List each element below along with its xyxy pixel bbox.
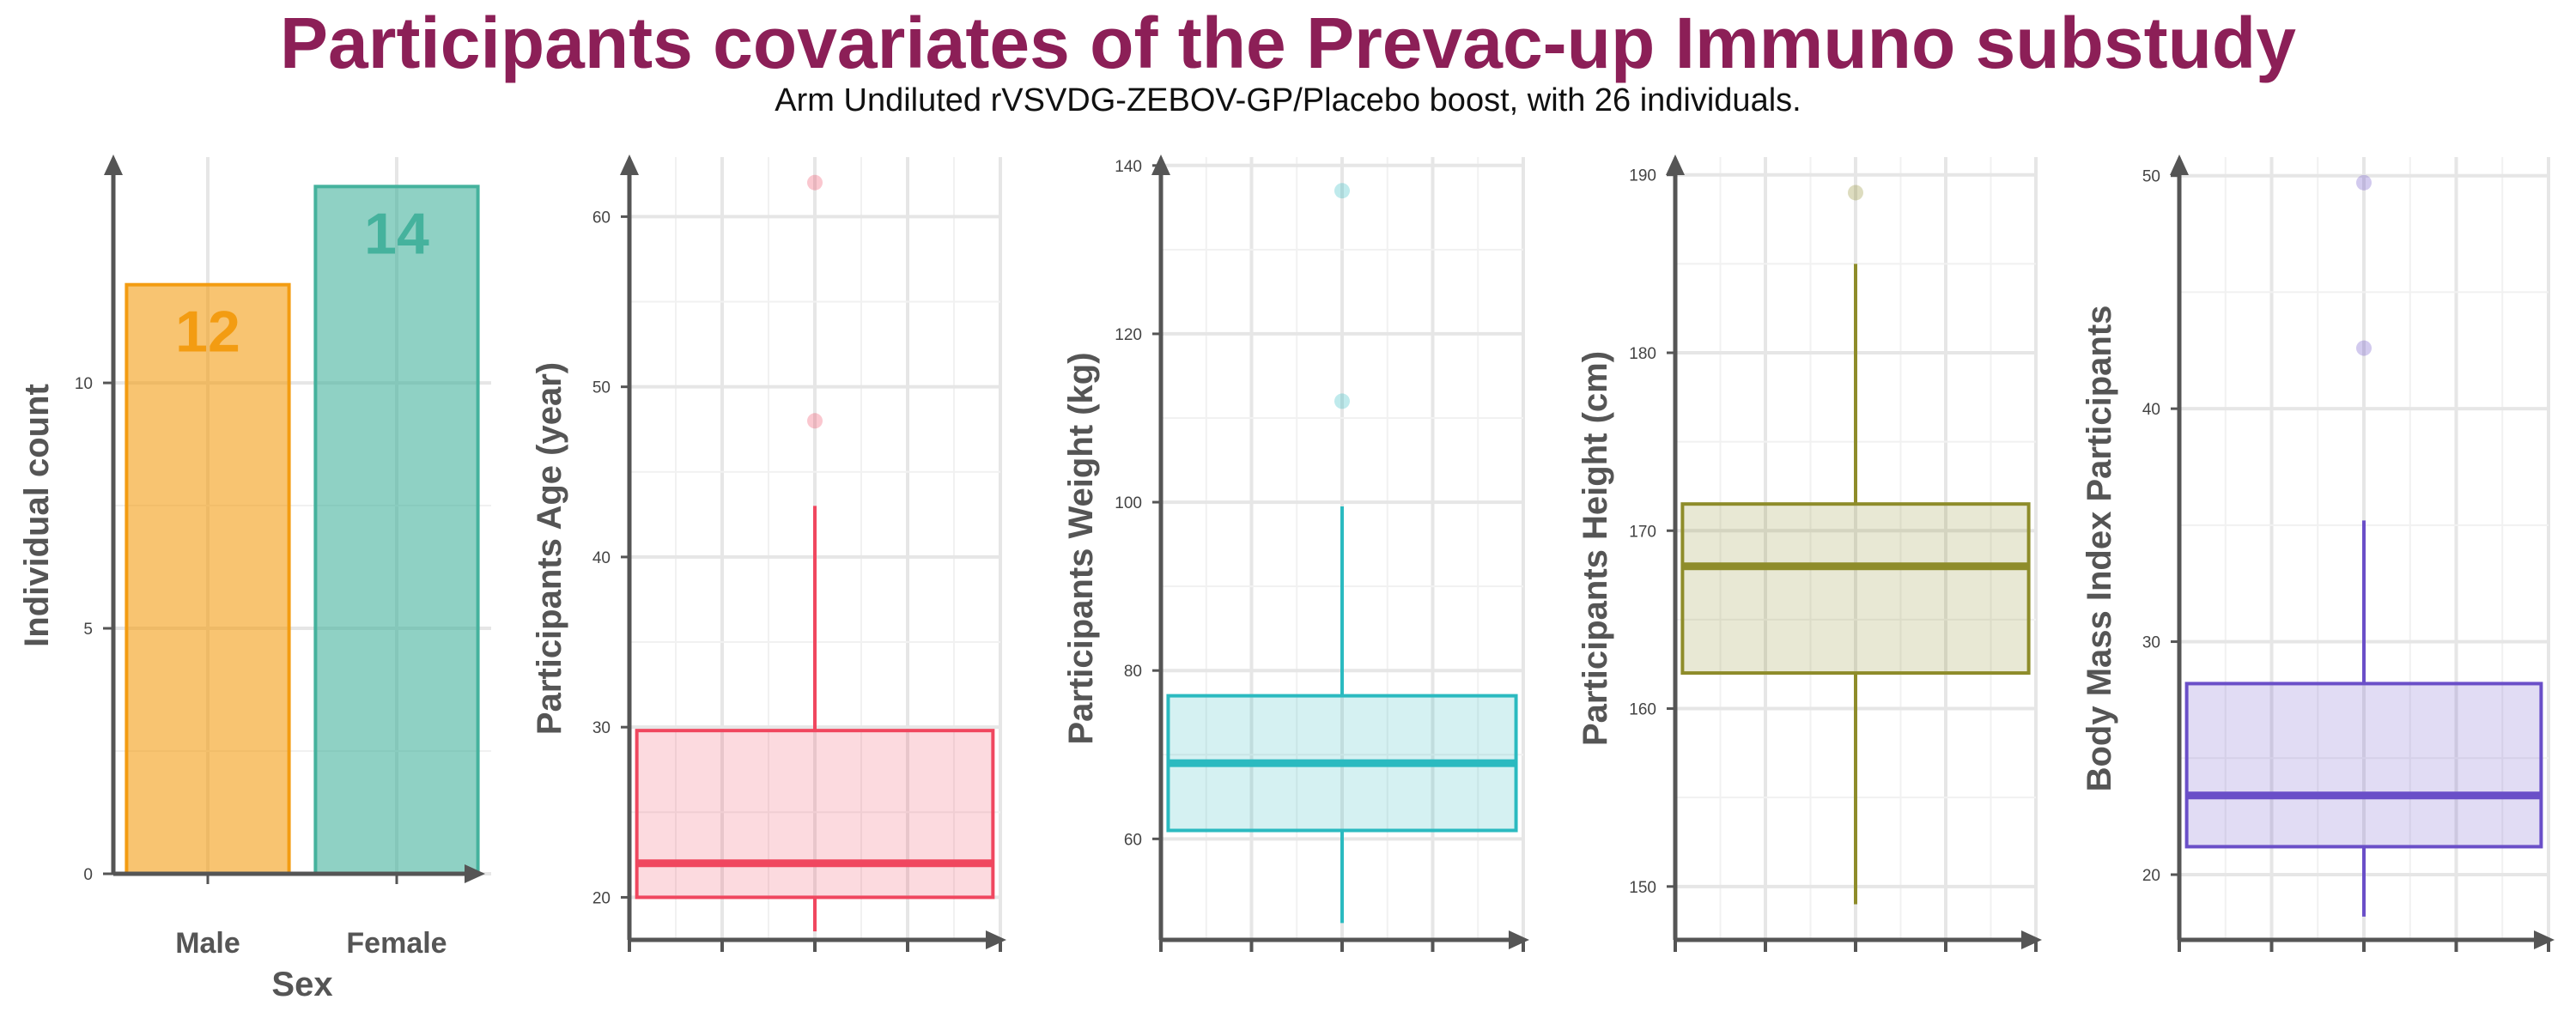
- chart-panel-4: 150 160 170 180 190 Participants Height (cm): [1577, 154, 2042, 952]
- outlier-point: [807, 174, 823, 191]
- bar-male: [125, 282, 291, 876]
- y-axis-title: Body Mass Index Participants: [2081, 306, 2118, 792]
- y-tick-label: 30: [2142, 634, 2160, 652]
- x-axis-arrow: [1509, 930, 1529, 949]
- x-axis-arrow: [2021, 930, 2042, 949]
- y-tick-label: 120: [1115, 326, 1142, 344]
- y-tick-label: 50: [2142, 168, 2160, 186]
- outlier-point: [1848, 185, 1863, 201]
- chart-title: Participants covariates of the Prevac-up…: [280, 3, 2296, 83]
- y-axis-title: Participants Height (cm): [1577, 351, 1614, 746]
- y-tick-label: 0: [83, 866, 93, 884]
- y-tick-label: 150: [1629, 879, 1656, 897]
- x-axis-arrow: [2534, 930, 2555, 949]
- x-category-label: Male: [175, 927, 240, 960]
- bar-data-label: 14: [364, 201, 429, 266]
- y-axis-arrow: [620, 154, 639, 175]
- chart-subtitle: Arm Undiluted rVSVDG-ZEBOV-GP/Placebo bo…: [775, 82, 1801, 118]
- y-tick-label: 40: [2142, 401, 2160, 419]
- y-axis-title: Participants Weight (kg): [1062, 352, 1100, 744]
- y-tick-label: 10: [75, 375, 93, 393]
- y-tick-label: 140: [1115, 158, 1142, 176]
- outlier-point: [2356, 174, 2372, 191]
- chart-panel-3: 60 80 100 120 140 Participants Weight (kg): [1062, 154, 1529, 952]
- y-tick-label: 30: [592, 719, 611, 737]
- bar-female: [313, 185, 480, 876]
- box-iqr: [1680, 502, 2031, 676]
- y-tick-label: 20: [592, 889, 611, 907]
- box-iqr: [635, 729, 995, 900]
- outlier-point: [807, 413, 823, 429]
- y-tick-label: 5: [83, 621, 93, 639]
- outlier-point: [1334, 393, 1350, 409]
- y-tick-label: 100: [1115, 494, 1142, 512]
- outlier-point: [1334, 183, 1350, 199]
- outlier-point: [2356, 340, 2372, 356]
- y-tick-label: 180: [1629, 345, 1656, 363]
- y-tick-label: 170: [1629, 523, 1656, 541]
- x-axis-arrow: [465, 864, 485, 883]
- y-axis-arrow: [2170, 154, 2189, 175]
- y-tick-label: 40: [592, 549, 611, 567]
- y-axis-arrow: [104, 154, 123, 175]
- y-axis-arrow: [1666, 154, 1685, 175]
- chart-panel-1: 12 14 0 5 10 Male Female Sex Individual count: [18, 154, 491, 1003]
- y-axis-title: Individual count: [18, 384, 56, 647]
- y-tick-label: 50: [592, 379, 611, 397]
- x-category-label: Female: [346, 927, 447, 960]
- y-tick-label: 20: [2142, 867, 2160, 885]
- x-axis-arrow: [986, 930, 1006, 949]
- y-tick-label: 190: [1629, 167, 1656, 185]
- y-tick-label: 60: [592, 209, 611, 227]
- box-iqr: [2184, 682, 2543, 849]
- x-axis-title: Sex: [271, 966, 332, 1003]
- chart-panel-5: 20 30 40 50 Body Mass Index Participants: [2081, 154, 2555, 952]
- bar-data-label: 12: [175, 300, 240, 365]
- y-tick-label: 160: [1629, 701, 1656, 719]
- chart-panel-2: 20 30 40 50 60 Participants Age (year): [531, 154, 1006, 952]
- y-tick-label: 60: [1124, 831, 1142, 849]
- y-axis-title: Participants Age (year): [531, 362, 568, 735]
- y-tick-label: 80: [1124, 663, 1142, 681]
